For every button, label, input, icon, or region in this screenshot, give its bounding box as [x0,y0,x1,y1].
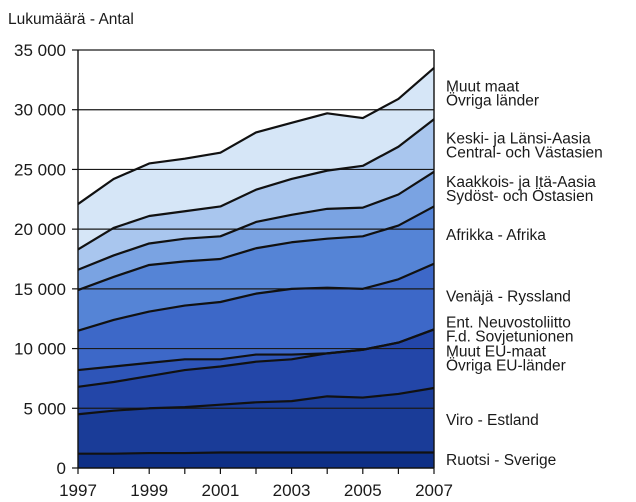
y-tick-label: 30 000 [14,101,66,120]
series-labels: Ruotsi - Sverige Viro - Estland Muut EU-ma… [446,79,603,470]
series-line-9 [77,67,435,205]
x-tick-label: 2007 [415,481,453,500]
series-label-line: Keski- ja Länsi-Aasia [446,131,591,148]
series-label-6: Afrikka - Afrika [446,227,546,244]
x-tick-label: 1997 [59,481,97,500]
series-label-line: Ent. Neuvostoliitto [446,314,571,331]
x-tick-label: 1999 [130,481,168,500]
series-line-4 [77,328,435,372]
series-label-line: Viro - Estland [446,412,539,429]
series-line-1 [78,451,434,455]
axes [72,49,435,474]
series-label-line: Muut EU-maat [446,344,547,361]
y-tick-label: 5 000 [23,399,66,418]
series-label-line: Sydöst- och Östasien [446,187,593,205]
gridlines [78,49,434,409]
y-tick-label: 0 [57,459,66,478]
series-label-line: Kaakkois- ja Itä-Aasia [446,174,596,191]
series-label-line: Övriga länder [446,92,539,110]
series-label-5: Venäjä - Ryssland [446,289,571,306]
y-tick-label: 10 000 [14,340,66,359]
series-line-5 [77,262,435,332]
series-line-7 [77,170,435,271]
series-label-line: Ruotsi - Sverige [446,452,556,469]
y-tick-label: 15 000 [14,280,66,299]
series-label-line: Afrikka - Afrika [446,227,546,244]
series-label-line: Central- och Västasien [446,145,603,162]
area-bands [78,67,434,469]
series-label-line: Muut maat [446,79,520,96]
series-boundaries [77,67,435,455]
series-label-line: F.d. Sovjetunionen [446,328,574,345]
x-tick-label: 2003 [273,481,311,500]
series-label-2: Viro - Estland [446,412,539,429]
x-tick-labels: 1997 1999 2001 2003 2005 2007 [59,481,453,500]
y-tick-label: 35 000 [14,41,66,60]
x-tick-label: 2001 [201,481,239,500]
series-line-2 [77,386,435,416]
area-band-1 [78,452,434,468]
series-label-line: Venäjä - Ryssland [446,289,571,306]
y-tick-label: 20 000 [14,220,66,239]
y-tick-labels: 0 5 000 10 000 15 000 20 000 25 000 30 000 35 0… [14,41,66,478]
y-axis-label: Lukumäärä - Antal [8,11,134,28]
x-tick-label: 2005 [344,481,382,500]
series-line-8 [77,118,435,251]
y-tick-label: 25 000 [14,160,66,179]
series-label-line: Övriga EU-länder [446,357,566,375]
series-line-6 [77,205,435,292]
series-label-1: Ruotsi - Sverige [446,452,556,469]
